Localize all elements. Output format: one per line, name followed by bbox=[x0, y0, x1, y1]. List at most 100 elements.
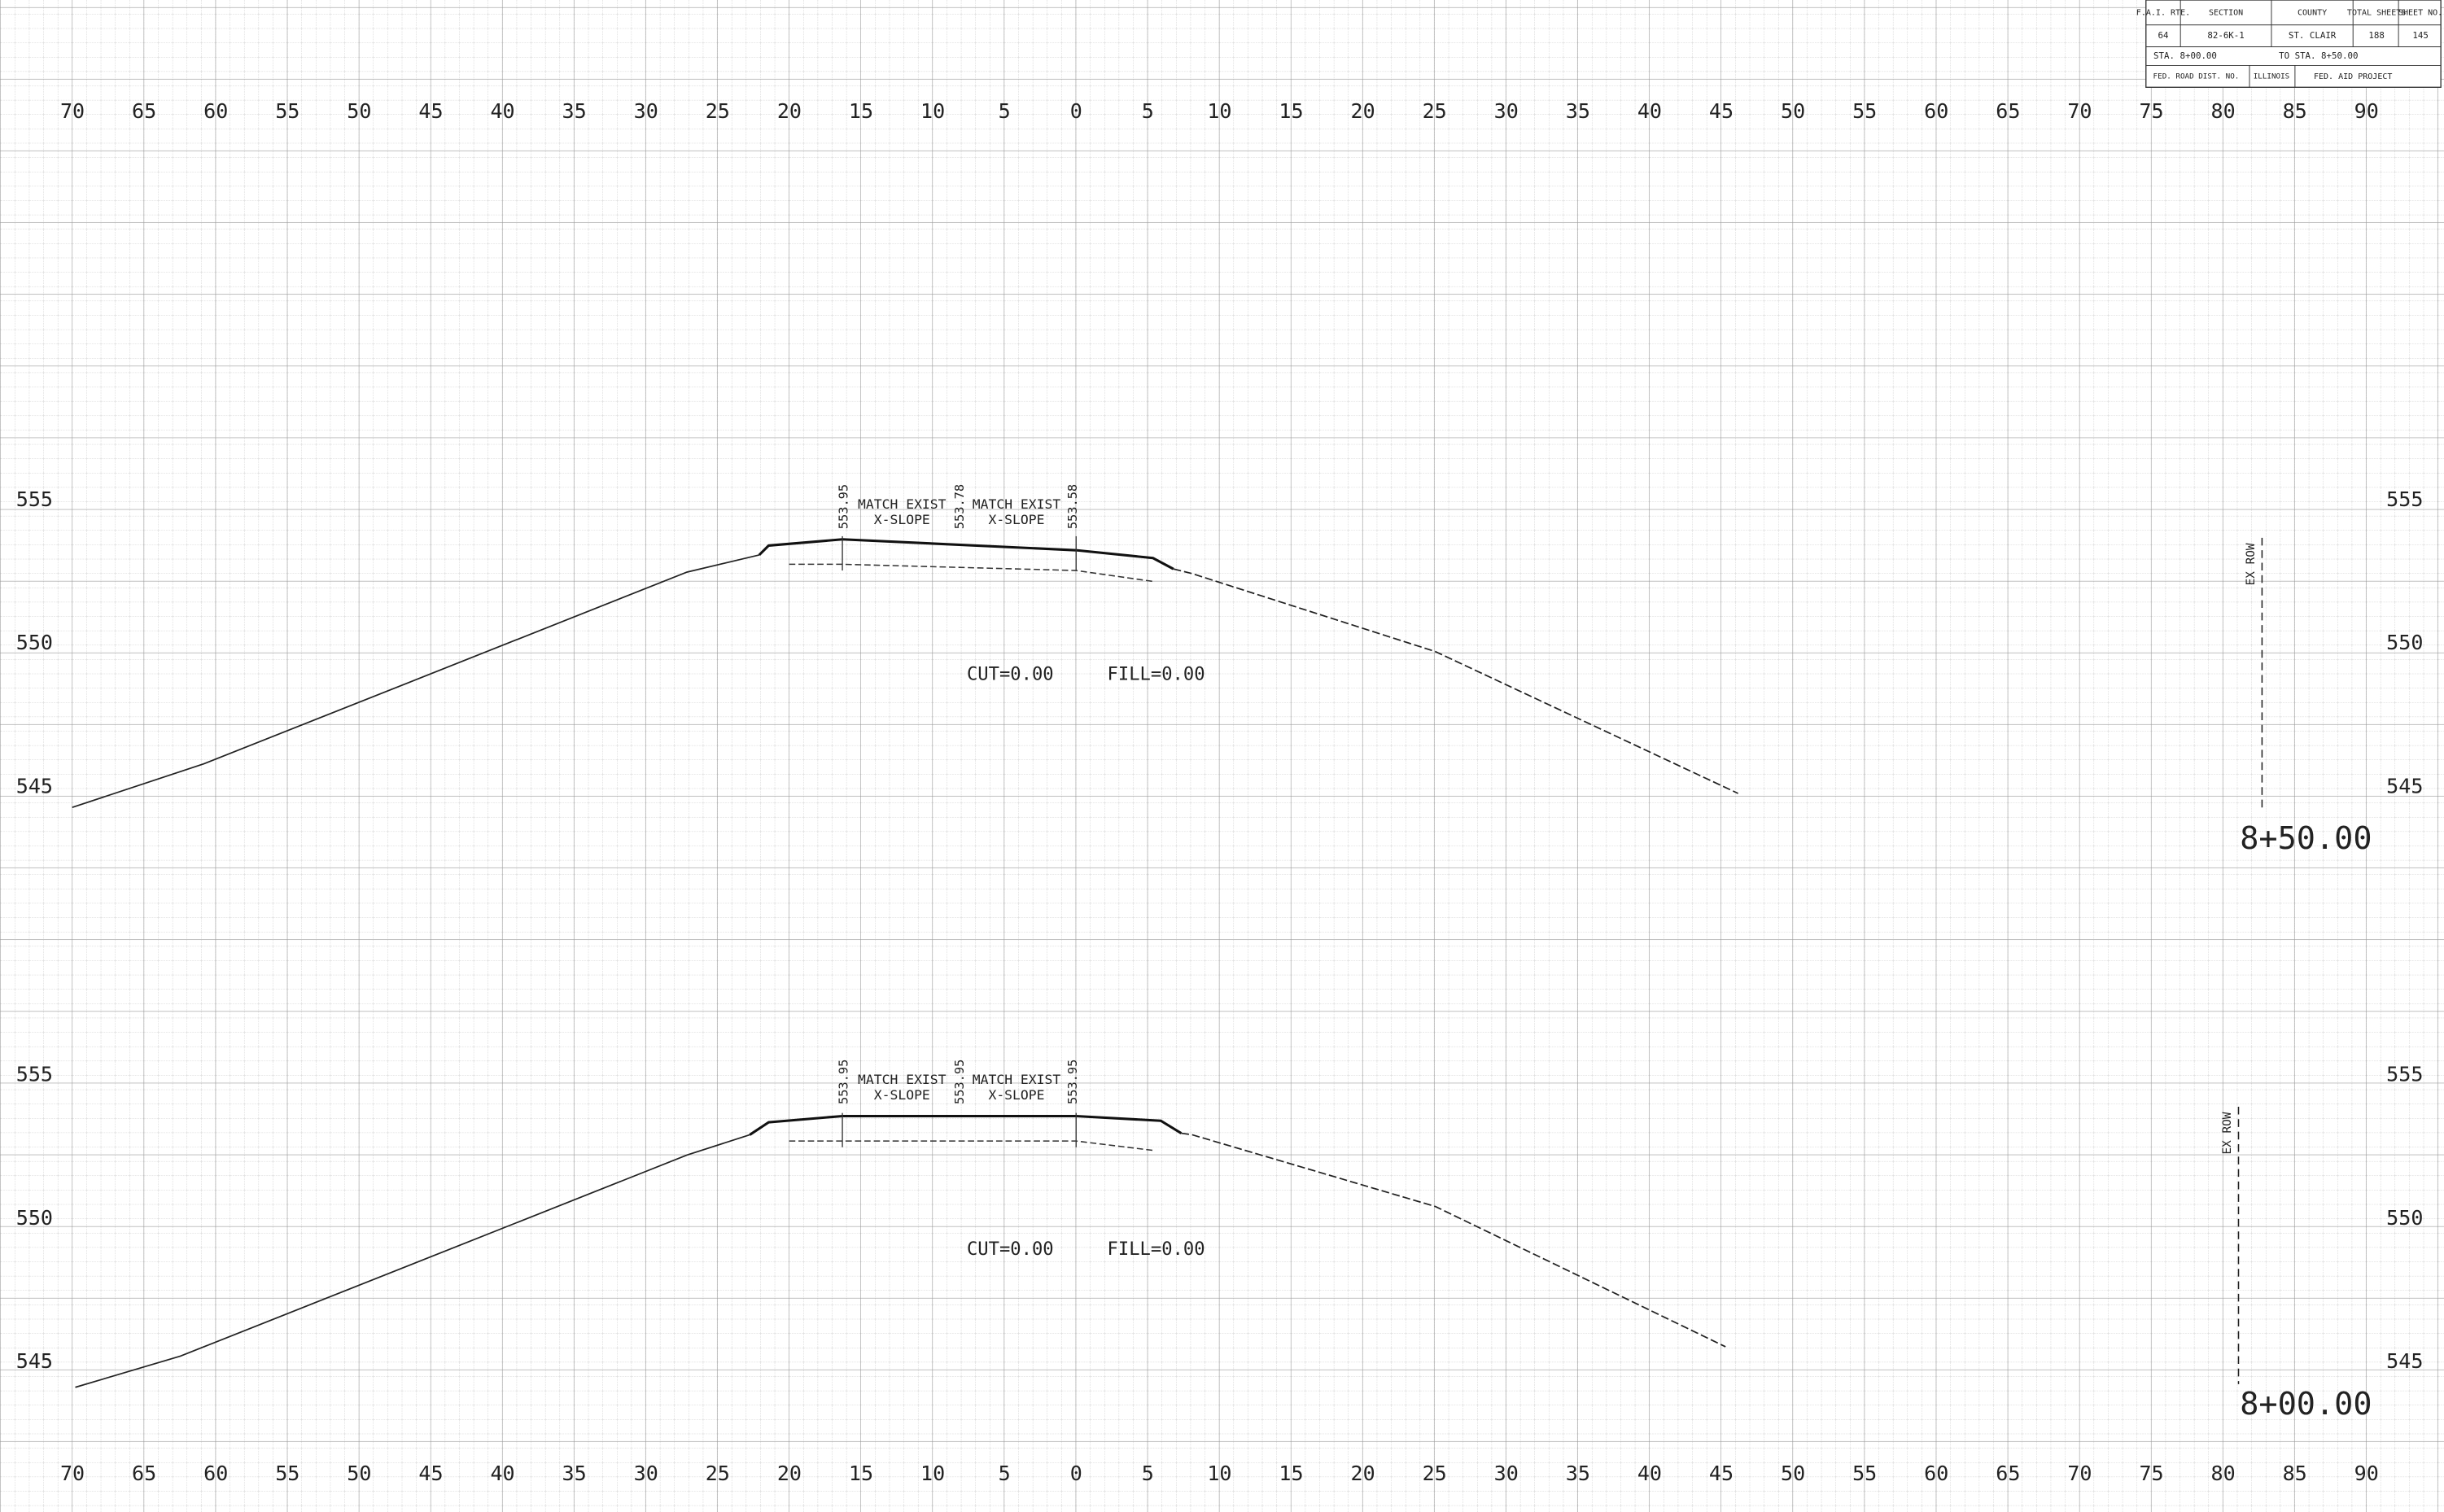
offset-label: 80 bbox=[2211, 99, 2236, 123]
offset-label: 30 bbox=[634, 99, 658, 123]
offset-label: 25 bbox=[1423, 99, 1447, 123]
offset-label: 25 bbox=[706, 99, 730, 123]
elevation-label: 545 bbox=[16, 1349, 53, 1373]
offset-label: 15 bbox=[849, 1462, 873, 1485]
offset-label: 30 bbox=[634, 1462, 658, 1485]
offset-label: 35 bbox=[562, 1462, 587, 1485]
elevation-label: 550 bbox=[2386, 1206, 2423, 1230]
offset-label: 55 bbox=[1852, 1462, 1877, 1485]
elevation-label: 545 bbox=[2386, 774, 2423, 798]
offset-label: 45 bbox=[1709, 1462, 1734, 1485]
offset-label: 5 bbox=[1142, 1462, 1154, 1485]
offset-label: 20 bbox=[1351, 1462, 1375, 1485]
existing-ground bbox=[72, 554, 760, 809]
offset-label: 50 bbox=[347, 99, 371, 123]
offset-label: 0 bbox=[1070, 99, 1082, 123]
elevation-label: 550 bbox=[16, 1206, 53, 1230]
offset-label: 75 bbox=[2139, 99, 2163, 123]
tb-header: COUNTY bbox=[2298, 8, 2327, 17]
note: MATCH EXIST bbox=[858, 1072, 947, 1087]
tb-header: SECTION bbox=[2209, 8, 2243, 17]
offset-label: 40 bbox=[490, 1462, 514, 1485]
offset-label: 10 bbox=[920, 1462, 945, 1485]
offset-label: 15 bbox=[1279, 99, 1303, 123]
cut-label: CUT=0.00 bbox=[967, 663, 1054, 684]
note: X-SLOPE bbox=[874, 512, 930, 527]
note: MATCH EXIST bbox=[858, 496, 947, 512]
offset-label: 20 bbox=[1351, 99, 1375, 123]
subgrade bbox=[789, 563, 1153, 583]
offset-label: 70 bbox=[60, 1462, 85, 1485]
offset-label: 30 bbox=[1494, 1462, 1519, 1485]
offset-label: 60 bbox=[1924, 99, 1948, 123]
offset-label: 5 bbox=[1142, 99, 1154, 123]
elevation-label: 545 bbox=[16, 774, 53, 798]
point-elevation: 553.78 bbox=[952, 484, 967, 529]
offset-label: 55 bbox=[1852, 99, 1877, 123]
offset-label: 70 bbox=[2067, 1462, 2092, 1485]
tb-value: 64 bbox=[2158, 30, 2168, 41]
proposed-surface bbox=[758, 538, 1174, 570]
offset-label: 15 bbox=[1279, 1462, 1303, 1485]
point-elevation: 553.95 bbox=[836, 1060, 850, 1104]
offset-label: 10 bbox=[920, 99, 945, 123]
tb-value: 82-6K-1 bbox=[2207, 30, 2244, 41]
proposed-surface bbox=[749, 1114, 1183, 1136]
offset-label: 90 bbox=[2354, 1462, 2379, 1485]
offset-label: 55 bbox=[275, 99, 299, 123]
offset-label: 35 bbox=[1566, 1462, 1590, 1485]
offset-label: 5 bbox=[999, 99, 1011, 123]
tb-value: 145 bbox=[2412, 30, 2428, 41]
tb-header: SHEET NO. bbox=[2398, 8, 2442, 17]
elevation-label: 550 bbox=[16, 631, 53, 654]
offset-label: 65 bbox=[132, 1462, 156, 1485]
fill-label: FILL=0.00 bbox=[1108, 663, 1205, 684]
offset-label: 20 bbox=[777, 1462, 802, 1485]
existing-ground bbox=[1173, 568, 1739, 794]
offset-label: 70 bbox=[60, 99, 85, 123]
offset-label: 40 bbox=[490, 99, 514, 123]
offset-label: 40 bbox=[1637, 1462, 1662, 1485]
row-label: EX ROW bbox=[2245, 543, 2258, 585]
note: X-SLOPE bbox=[988, 512, 1044, 527]
fill-label: FILL=0.00 bbox=[1108, 1239, 1205, 1260]
station-label: 8+00.00 bbox=[2240, 1386, 2372, 1422]
offset-label: 70 bbox=[2067, 99, 2092, 123]
elevation-label: 555 bbox=[2386, 487, 2423, 511]
offset-label: 0 bbox=[1070, 1462, 1082, 1485]
row-label: EX ROW bbox=[2221, 1112, 2234, 1154]
offset-label: 35 bbox=[562, 99, 587, 123]
note: X-SLOPE bbox=[874, 1087, 930, 1103]
offset-label: 30 bbox=[1494, 99, 1519, 123]
offset-label: 65 bbox=[132, 99, 156, 123]
offset-label: 90 bbox=[2354, 99, 2379, 123]
offset-label: 65 bbox=[1996, 1462, 2020, 1485]
tb-value: ST. CLAIR bbox=[2289, 30, 2337, 41]
point-elevation: 553.58 bbox=[1065, 484, 1080, 529]
offset-label: 60 bbox=[203, 1462, 228, 1485]
elevation-label: 545 bbox=[2386, 1349, 2423, 1373]
elevation-label: 555 bbox=[16, 1063, 53, 1086]
offset-label: 20 bbox=[777, 99, 802, 123]
point-elevation: 553.95 bbox=[1065, 1060, 1080, 1104]
subgrade bbox=[789, 1140, 1153, 1151]
offset-label: 10 bbox=[1207, 1462, 1231, 1485]
elevation-label: 555 bbox=[2386, 1063, 2423, 1086]
cut-label: CUT=0.00 bbox=[967, 1239, 1054, 1260]
tb-footer: ILLINOIS bbox=[2254, 72, 2290, 81]
note: MATCH EXIST bbox=[973, 1072, 1061, 1087]
offset-label: 80 bbox=[2211, 1462, 2236, 1485]
tb-header: F.A.I. RTE. bbox=[2136, 8, 2190, 17]
elevation-label: 550 bbox=[2386, 631, 2423, 654]
offset-label: 5 bbox=[999, 1462, 1011, 1485]
point-elevation: 553.95 bbox=[836, 484, 850, 529]
offset-label: 45 bbox=[1709, 99, 1734, 123]
note: MATCH EXIST bbox=[973, 496, 1061, 512]
tb-station: TO STA. 8+50.00 bbox=[2279, 50, 2358, 61]
offset-label: 65 bbox=[1996, 99, 2020, 123]
offset-label: 50 bbox=[347, 1462, 371, 1485]
offset-label: 45 bbox=[418, 1462, 443, 1485]
tb-footer: FED. AID PROJECT bbox=[2314, 72, 2392, 81]
